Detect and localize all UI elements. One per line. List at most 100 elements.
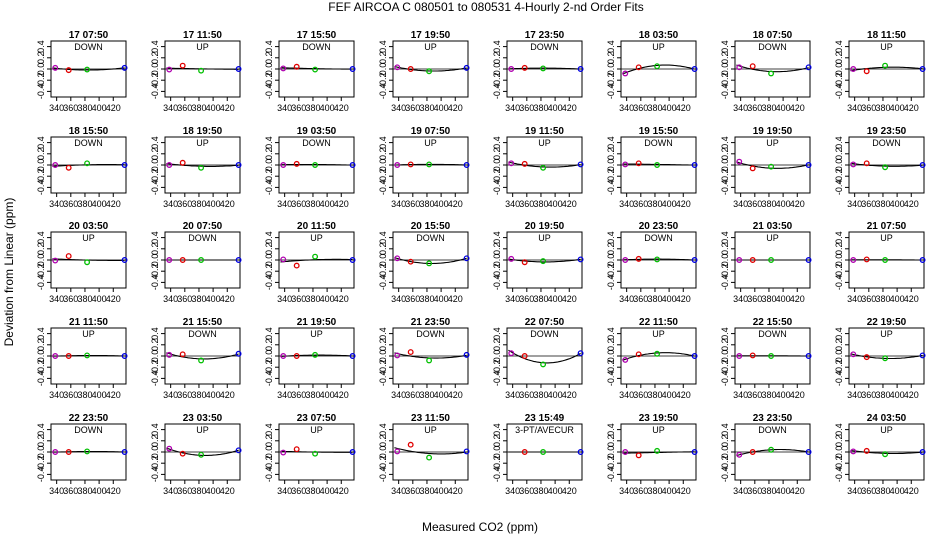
x-tick-label: 340 xyxy=(505,486,520,496)
x-tick-label: 360 xyxy=(63,390,78,400)
x-tick-label: 360 xyxy=(63,199,78,209)
y-tick-label: 0.0 xyxy=(378,350,388,363)
x-tick-label: 420 xyxy=(448,199,463,209)
y-tick-label: 0.0 xyxy=(834,254,844,267)
panel-mode-label: DOWN xyxy=(302,138,331,148)
x-tick-label: 420 xyxy=(220,294,235,304)
y-tick-label: -0.2 xyxy=(264,359,274,375)
x-tick-label: 420 xyxy=(790,486,805,496)
standard-point xyxy=(349,449,356,455)
x-tick-label: 400 xyxy=(890,294,905,304)
y-tick-label: 0.4 xyxy=(36,40,46,53)
standard-point xyxy=(312,351,319,358)
y-tick-label: -0.2 xyxy=(720,455,730,471)
x-tick-label: 340 xyxy=(163,390,178,400)
panel-mode-label: UP xyxy=(424,425,437,435)
x-tick-label: 340 xyxy=(733,390,748,400)
y-tick-label: -0.2 xyxy=(834,168,844,184)
x-tick-label: 420 xyxy=(334,199,349,209)
y-tick-label: 0.0 xyxy=(606,159,616,172)
x-tick-label: 420 xyxy=(562,294,577,304)
x-tick-label: 340 xyxy=(733,486,748,496)
standard-point xyxy=(635,255,642,262)
x-tick-label: 360 xyxy=(63,103,78,113)
x-tick-label: 380 xyxy=(191,103,206,113)
standard-point xyxy=(407,161,414,168)
standard-point xyxy=(768,257,775,263)
panel-title: 19 11:50 xyxy=(525,126,564,137)
panel-mode-label: UP xyxy=(424,138,437,148)
panel-title: 23 03:50 xyxy=(183,413,223,424)
standard-point xyxy=(179,159,186,166)
y-tick-label: 0.0 xyxy=(150,350,160,363)
x-tick-label: 360 xyxy=(177,486,192,496)
y-tick-label: 0.2 xyxy=(378,435,388,448)
x-tick-label: 340 xyxy=(505,103,520,113)
x-tick-label: 420 xyxy=(334,390,349,400)
x-tick-label: 400 xyxy=(434,390,449,400)
x-tick-label: 420 xyxy=(334,294,349,304)
y-tick-label: -0.4 xyxy=(36,371,46,387)
standard-point xyxy=(635,64,642,71)
y-tick-label: -0.2 xyxy=(378,263,388,279)
standard-point xyxy=(84,352,91,359)
x-tick-label: 420 xyxy=(448,103,463,113)
y-tick-label: 0.0 xyxy=(264,159,274,172)
y-tick-label: 0.4 xyxy=(492,423,502,436)
y-tick-label: 0.2 xyxy=(264,243,274,256)
x-tick-label: 380 xyxy=(761,486,776,496)
panel-title: 18 19:50 xyxy=(183,126,223,137)
standard-point xyxy=(736,158,743,165)
x-tick-label: 400 xyxy=(776,390,791,400)
standard-point xyxy=(577,256,584,263)
standard-point xyxy=(198,257,205,263)
standard-point xyxy=(293,63,300,70)
standard-point xyxy=(407,349,414,356)
x-tick-label: 360 xyxy=(291,294,306,304)
standard-point xyxy=(635,452,642,459)
standard-point xyxy=(235,66,242,72)
fit-curve xyxy=(394,256,467,265)
y-tick-label: -0.2 xyxy=(150,263,160,279)
x-tick-label: 360 xyxy=(747,486,762,496)
x-tick-label: 380 xyxy=(875,294,890,304)
standard-point xyxy=(850,257,857,263)
x-tick-label: 380 xyxy=(647,486,662,496)
panel-title: 20 11:50 xyxy=(297,221,336,232)
fit-curve xyxy=(736,448,809,457)
standard-point xyxy=(736,353,743,359)
x-tick-label: 420 xyxy=(676,294,691,304)
x-tick-label: 380 xyxy=(761,103,776,113)
standard-point xyxy=(863,68,870,75)
x-tick-label: 380 xyxy=(305,294,320,304)
standard-point xyxy=(235,350,242,357)
y-tick-label: -0.4 xyxy=(834,84,844,100)
x-tick-label: 400 xyxy=(662,294,677,304)
x-tick-label: 340 xyxy=(391,199,406,209)
fit-curve xyxy=(280,354,353,357)
y-tick-label: -0.4 xyxy=(492,84,502,100)
fit-curve xyxy=(850,353,923,360)
x-tick-label: 380 xyxy=(647,294,662,304)
y-tick-label: 0.0 xyxy=(36,159,46,172)
standard-point xyxy=(426,260,433,267)
x-tick-label: 400 xyxy=(548,199,563,209)
standard-point xyxy=(52,64,59,71)
x-tick-label: 360 xyxy=(519,103,534,113)
y-tick-label: 0.2 xyxy=(606,148,616,161)
y-tick-label: -0.2 xyxy=(720,168,730,184)
standard-point xyxy=(65,67,72,74)
standard-point xyxy=(635,160,642,167)
x-tick-label: 380 xyxy=(875,199,890,209)
panel-mode-label: DOWN xyxy=(416,233,445,243)
fit-curve xyxy=(736,64,809,73)
x-tick-label: 340 xyxy=(505,390,520,400)
x-tick-label: 360 xyxy=(405,390,420,400)
panel-mode-label: DOWN xyxy=(74,425,103,435)
standard-point xyxy=(654,350,661,357)
